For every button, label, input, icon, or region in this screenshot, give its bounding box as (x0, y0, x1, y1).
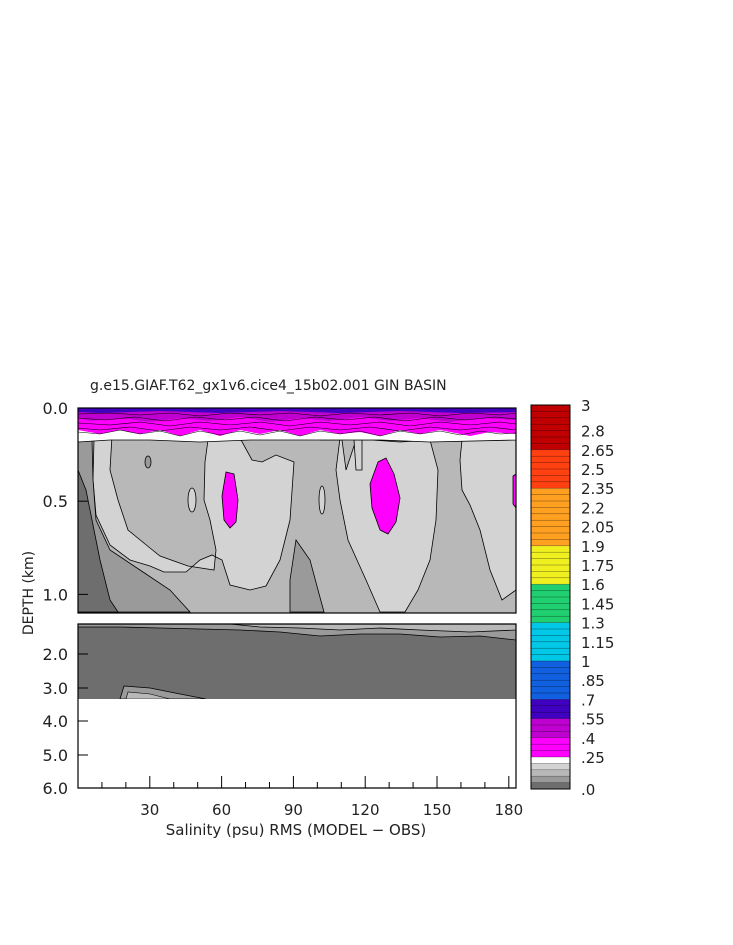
colorbar-swatch (531, 699, 570, 719)
colorbar-label: 3 (581, 397, 591, 415)
lower-panel-frame (77, 623, 517, 789)
magenta-blob-1 (221, 471, 239, 529)
colorbar-swatch (531, 718, 570, 738)
colorbar-label: .4 (581, 730, 595, 748)
colorbar-label: 1 (581, 653, 591, 671)
colorbar: 32.82.652.52.352.22.051.91.751.61.451.31… (530, 397, 614, 799)
lower-top-light-band (229, 624, 516, 633)
y-tick-label: 3.0 (43, 679, 68, 698)
colorbar-label: 2.65 (581, 442, 614, 460)
y-axis-label: DEPTH (km) (21, 551, 37, 635)
surface-blue-layer (78, 408, 516, 413)
colorbar-frame (530, 404, 571, 790)
lower-left-inner-patch (125, 691, 171, 699)
y-tick-label: 2.0 (43, 645, 68, 664)
chart-title: g.e15.GIAF.T62_gx1v6.cice4_15b02.001 GIN… (90, 378, 447, 394)
colorbar-swatch (531, 763, 570, 770)
x-tick-label: 150 (423, 801, 452, 819)
y-tick-label: 6.0 (43, 779, 68, 798)
upper-darkest-left-wedge (78, 469, 119, 613)
x-tick-label: 180 (494, 801, 523, 819)
x-tick-label: 60 (212, 801, 231, 819)
y-tick-label: 0.5 (43, 492, 68, 511)
colorbar-swatch (531, 769, 570, 777)
small-light-spot-1 (187, 487, 197, 513)
magenta-blob-2 (369, 457, 401, 535)
y-tick-label: 4.0 (43, 712, 68, 731)
upper-light-region-3 (459, 439, 516, 601)
small-light-spot-2 (318, 485, 326, 515)
x-tick-label: 120 (351, 801, 380, 819)
colorbar-label: 2.2 (581, 499, 605, 517)
colorbar-swatch (531, 488, 570, 546)
x-tick-label: 30 (140, 801, 159, 819)
colorbar-label: 1.15 (581, 634, 614, 652)
colorbar-label: .7 (581, 691, 595, 709)
upper-light-region-1 (92, 435, 295, 591)
upper-panel-frame (77, 407, 517, 614)
x-axis: 30 60 90 120 150 180 (101, 776, 523, 819)
colorbar-swatch (531, 776, 570, 783)
colorbar-swatch (531, 757, 570, 764)
upper-panel (78, 408, 516, 613)
colorbar-label: .55 (581, 711, 605, 729)
upper-dark-bottom-band (289, 538, 325, 613)
y-axis: 0.0 0.5 1.0 2.0 3.0 4.0 5.0 6.0 (43, 399, 88, 798)
magenta-blob-3 (512, 473, 516, 509)
colorbar-label: 2.8 (581, 423, 605, 441)
colorbar-label: 1.6 (581, 576, 605, 594)
colorbar-label: .85 (581, 672, 605, 690)
colorbar-label: 1.45 (581, 595, 614, 613)
colorbar-swatch (531, 737, 570, 757)
colorbar-label: 2.5 (581, 461, 605, 479)
colorbar-label: 2.05 (581, 519, 614, 537)
y-tick-label: 1.0 (43, 585, 68, 604)
small-dark-spot (144, 455, 152, 469)
colorbar-label: 1.75 (581, 557, 614, 575)
colorbar-label: 2.35 (581, 480, 614, 498)
colorbar-swatch (531, 405, 570, 450)
colorbar-swatch (531, 782, 570, 789)
surface-contour-lines (78, 412, 516, 437)
colorbar-label: .0 (581, 781, 595, 799)
upper-dark-left-wedge (78, 439, 191, 613)
y-tick-label: 5.0 (43, 746, 68, 765)
colorbar-label: 1.9 (581, 538, 605, 556)
colorbar-label: .25 (581, 749, 605, 767)
colorbar-label: 1.3 (581, 615, 605, 633)
x-tick-label: 90 (284, 801, 303, 819)
x-axis-label: Salinity (psu) RMS (MODEL − OBS) (166, 821, 427, 839)
lower-panel (78, 624, 516, 699)
y-tick-label: 0.0 (43, 399, 68, 418)
